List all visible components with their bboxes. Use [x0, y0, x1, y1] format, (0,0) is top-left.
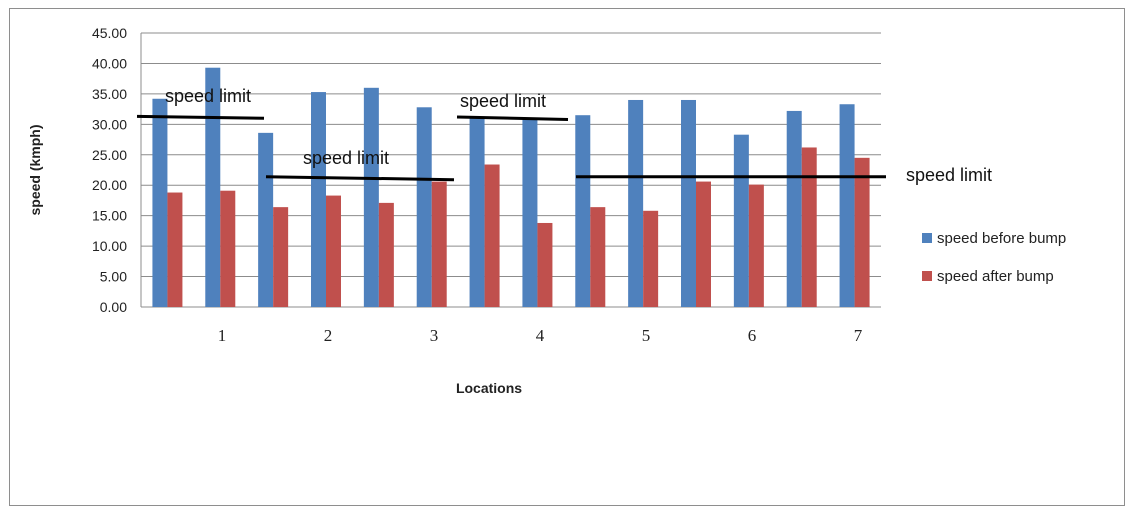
y-tick-label: 15.00	[92, 208, 127, 224]
speed-limit-line	[456, 115, 569, 121]
bar-after	[696, 181, 711, 307]
bar-after	[537, 222, 553, 307]
speed-limit-label: speed limit	[906, 165, 992, 185]
y-axis-title: speed (kmph)	[27, 124, 43, 215]
legend-label: speed before bump	[937, 230, 1066, 247]
bar-after	[431, 181, 447, 307]
y-tick-label: 0.00	[100, 299, 127, 315]
x-tick-label: 2	[324, 326, 333, 345]
legend-swatch	[922, 271, 932, 281]
y-tick-label: 35.00	[92, 86, 127, 102]
y-tick-label: 45.00	[92, 25, 127, 41]
x-axis-title: Locations	[456, 380, 522, 396]
x-tick-label: 5	[642, 326, 651, 345]
bar-before	[311, 92, 326, 307]
bar-before	[575, 115, 591, 307]
speed-limit-label: speed limit	[303, 148, 389, 168]
speed-limit-line	[136, 114, 265, 120]
y-tick-label: 5.00	[100, 269, 127, 285]
speed-limit-label: speed limit	[165, 86, 251, 106]
bar-before	[152, 98, 168, 307]
bar-after	[378, 202, 394, 307]
bar-after	[273, 207, 289, 307]
x-tick-label: 7	[854, 326, 863, 345]
bar-before	[733, 134, 749, 307]
legend-swatch	[922, 233, 932, 243]
y-tick-label: 20.00	[92, 177, 127, 193]
x-tick-label: 6	[748, 326, 757, 345]
bar-before	[681, 99, 696, 307]
x-tick-label: 3	[430, 326, 439, 345]
bar-before	[522, 119, 538, 307]
chart-svg: 0.00 5.00 10.00 15.00 20.00 25.00 30.00 35.00 40…	[27, 25, 1066, 396]
bar-after	[643, 210, 659, 307]
bar-before	[786, 110, 802, 307]
bar-before	[363, 87, 379, 307]
bar-before	[628, 99, 644, 307]
x-tick-label: 1	[218, 326, 227, 345]
chart-frame: 0.00 5.00 10.00 15.00 20.00 25.00 30.00 35.00 40…	[9, 8, 1125, 506]
x-tick-label: 4	[536, 326, 545, 345]
bar-after	[801, 147, 817, 307]
bar-after	[167, 192, 183, 307]
bar-after	[854, 157, 870, 307]
speed-limit-label: speed limit	[460, 91, 546, 111]
bar-before	[469, 118, 485, 307]
speed-limit-line	[265, 175, 455, 182]
bar-after	[326, 195, 341, 307]
bar-before	[416, 107, 432, 307]
bar-after	[484, 164, 500, 307]
y-tick-label: 10.00	[92, 238, 127, 254]
bar-before	[205, 67, 221, 307]
legend-label: speed after bump	[937, 268, 1054, 285]
y-tick-label: 25.00	[92, 147, 127, 163]
bar-after	[748, 184, 764, 307]
y-tick-label: 30.00	[92, 116, 127, 132]
bar-after	[220, 190, 236, 307]
bar-before	[839, 104, 855, 308]
bar-before	[258, 132, 274, 307]
bar-after	[590, 207, 606, 307]
y-tick-label: 40.00	[92, 55, 127, 71]
